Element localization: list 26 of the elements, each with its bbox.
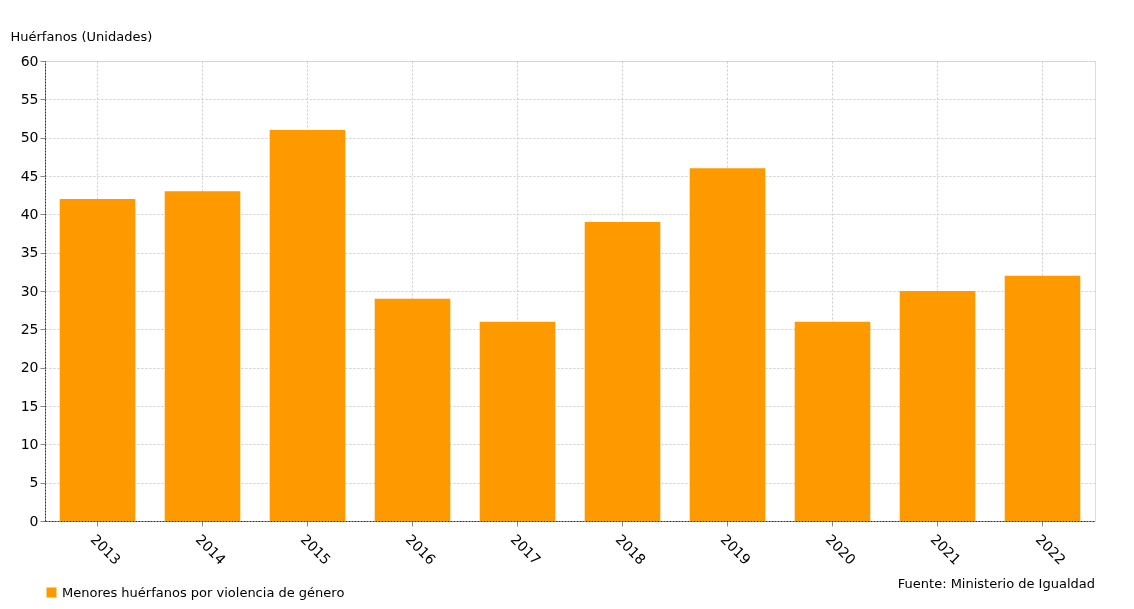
bar: [794, 321, 871, 521]
y-tick-label: 50: [20, 129, 39, 146]
y-tick-label: 40: [20, 205, 39, 222]
bar: [899, 291, 976, 521]
bar: [689, 168, 766, 521]
y-tick-label: 30: [20, 282, 39, 299]
y-tick-label: 25: [20, 320, 39, 337]
y-tick-label: 55: [20, 90, 39, 107]
bar: [374, 298, 451, 521]
bar: [479, 321, 556, 521]
bar: [584, 222, 661, 521]
legend-label: Menores huérfanos por violencia de género: [62, 584, 345, 600]
source-note: Fuente: Ministerio de Igualdad: [897, 576, 1095, 591]
y-tick-label: 20: [20, 359, 39, 376]
y-tick-label: 15: [20, 397, 39, 414]
y-tick-label: 60: [20, 52, 39, 69]
y-tick-label: 45: [20, 167, 39, 184]
bar: [1004, 275, 1081, 521]
y-tick-label: 0: [29, 512, 39, 529]
y-tick-label: 5: [29, 474, 39, 491]
bar: [164, 191, 241, 521]
bar: [59, 199, 136, 521]
y-axis-title: Huérfanos (Unidades): [10, 28, 153, 44]
y-tick-label: 10: [20, 435, 39, 452]
y-tick-label: 35: [20, 244, 39, 261]
bar: [269, 130, 346, 521]
